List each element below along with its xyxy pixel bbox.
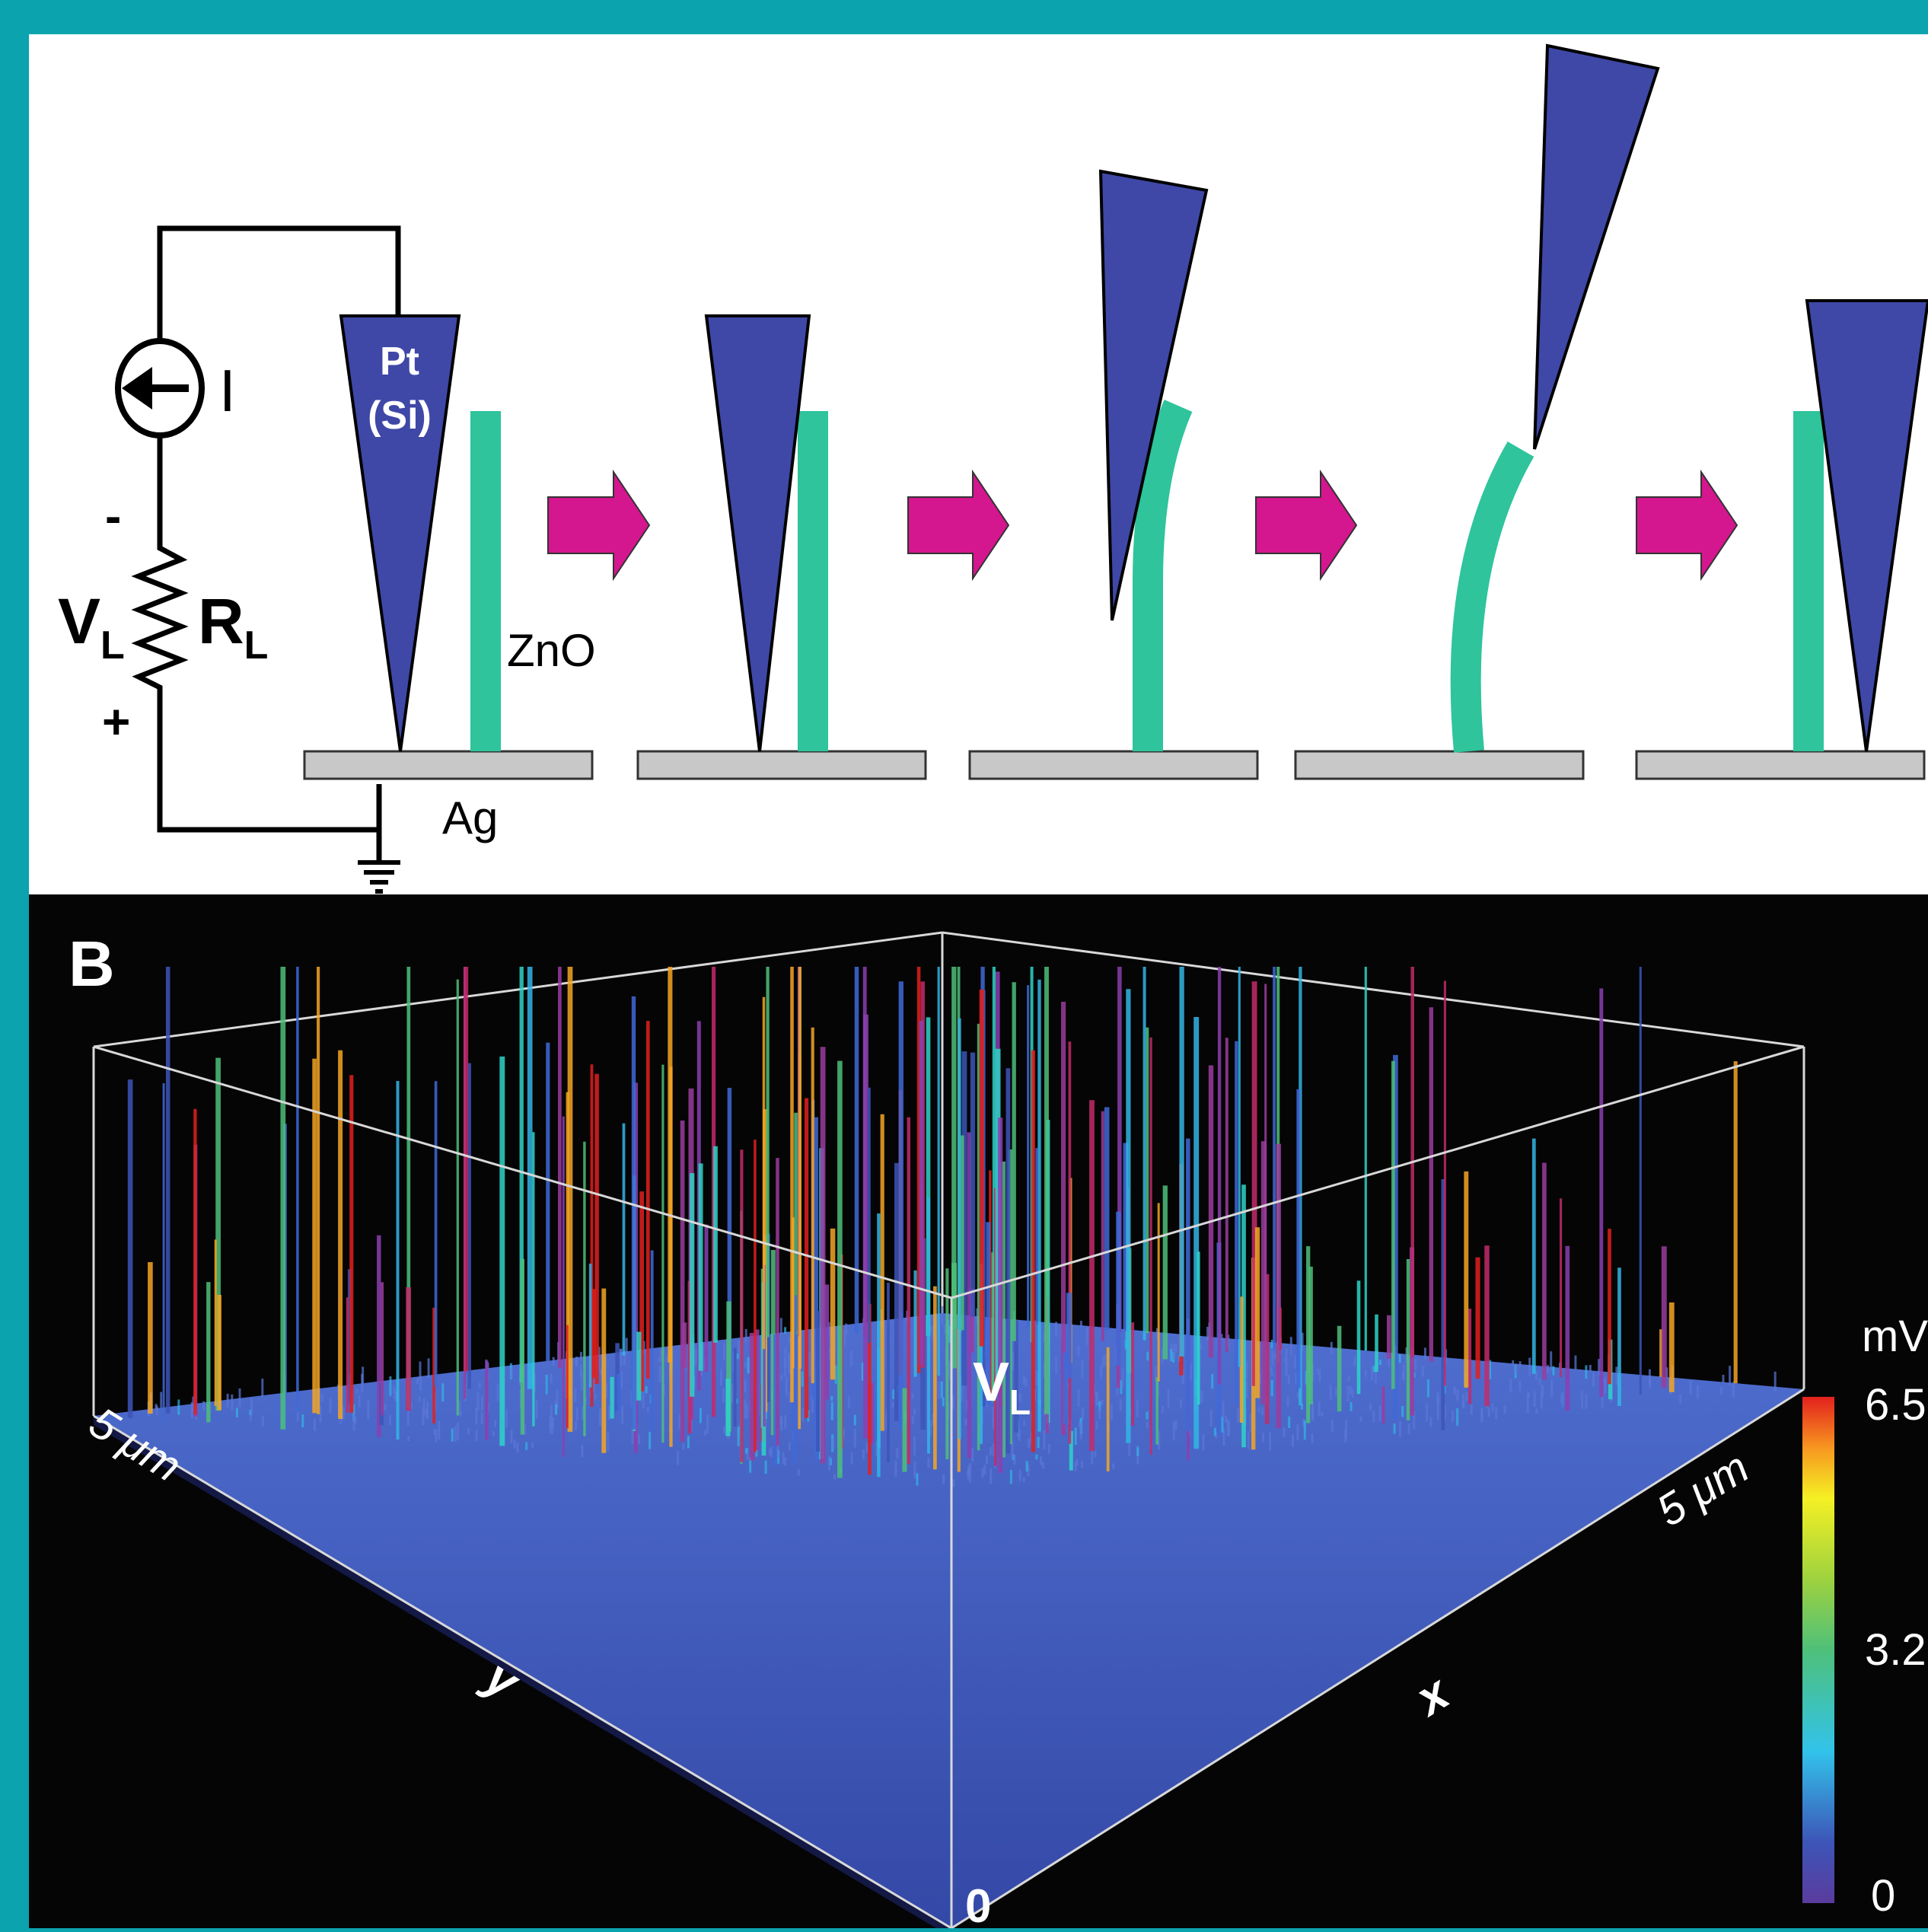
voltage-map-svg: B VL 0 5 μm 5 μm y x mV 6.5 3.2 0: [69, 928, 1928, 1932]
substrate-5: [1635, 750, 1926, 780]
arrow-right-icon: [547, 469, 651, 582]
voltage-surface-floor: [94, 1313, 1804, 1928]
afm-tip-1: [339, 314, 461, 752]
plus-sign: +: [102, 694, 130, 749]
nanowire-1: [470, 411, 501, 751]
plot-box-back: [92, 931, 1805, 1416]
x-axis-label: x: [1404, 1664, 1460, 1727]
tip-label-line2: (Si): [368, 394, 432, 438]
substrates: [303, 750, 1926, 780]
afm-tip-5: [1805, 299, 1928, 752]
substrate-3: [968, 750, 1259, 780]
colorbar-tick-min: 0: [1871, 1871, 1895, 1921]
current-label: I: [219, 357, 236, 424]
panel-b-voltage-map: B VL 0 5 μm 5 μm y x mV 6.5 3.2 0: [29, 894, 1928, 1932]
nanowire-2: [798, 411, 828, 751]
nanowire-4: [1450, 441, 1534, 753]
panel-a-schematic: I - + VL RL Pt (Si) ZnO Ag: [29, 34, 1928, 894]
ground-icon: [358, 860, 400, 894]
plot-box-front: [93, 1045, 1805, 1930]
substrate-4: [1294, 750, 1585, 780]
afm-tip-4: [1533, 43, 1660, 450]
colorbar-unit: mV: [1862, 1312, 1928, 1361]
process-arrows: [547, 469, 1738, 582]
load-voltage-label: VL: [58, 585, 125, 668]
afm-tip-3: [1098, 169, 1209, 621]
afm-tip-2: [704, 314, 811, 752]
tip-label-line1: Pt: [380, 340, 419, 384]
colorbar-tick-max: 6.5: [1865, 1380, 1926, 1430]
origin-label: 0: [965, 1880, 991, 1928]
minus-sign: -: [105, 489, 121, 544]
arrow-right-icon: [1636, 469, 1738, 582]
arrow-right-icon: [907, 469, 1010, 582]
resistor: [131, 537, 189, 700]
bottom-wire: [157, 700, 379, 833]
substrate-2: [636, 750, 927, 780]
current-source-icon: [115, 338, 205, 438]
colorbar-gradient: [1802, 1397, 1834, 1903]
arrow-right-icon: [1255, 469, 1358, 582]
schematic-svg: I - + VL RL Pt (Si) ZnO Ag: [58, 43, 1928, 894]
nanowire-5: [1793, 411, 1824, 751]
load-resistor-label: RL: [198, 585, 268, 668]
colorbar-tick-mid: 3.2: [1865, 1625, 1926, 1675]
panel-label: B: [69, 928, 115, 999]
nanowire-label: ZnO: [507, 625, 596, 676]
colorbar: mV 6.5 3.2 0: [1802, 1312, 1928, 1921]
substrate-1: [303, 750, 594, 780]
voltage-spikes: [127, 967, 1777, 1487]
substrate-label: Ag: [442, 792, 498, 843]
circuit: [131, 225, 401, 860]
nanowire-3: [1133, 400, 1193, 751]
top-wire: [157, 225, 401, 343]
z-axis-label: VL: [973, 1352, 1031, 1422]
